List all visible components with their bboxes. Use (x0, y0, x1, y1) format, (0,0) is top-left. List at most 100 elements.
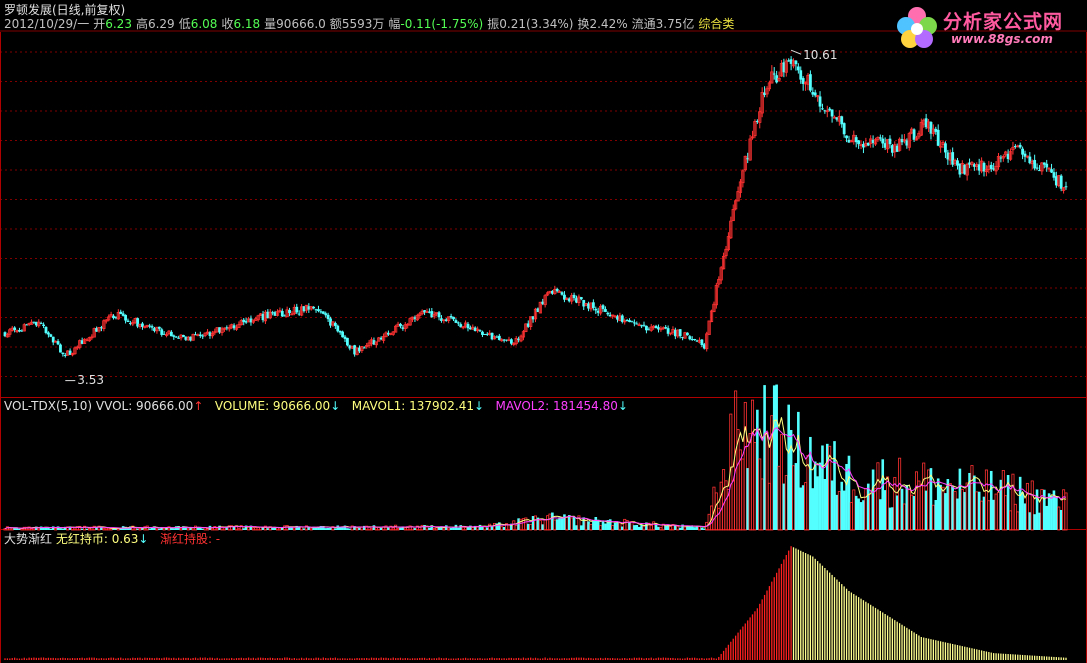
volume-bar-up (948, 483, 952, 531)
volume-bar-up (922, 462, 926, 531)
candle-body-up (649, 326, 653, 331)
vol-indicator-name: VOL-TDX(5,10) (4, 399, 93, 413)
quote-bar: 2012/10/29/一 开6.23 高6.29 低6.08 收6.18 量90666.0… (4, 17, 734, 31)
candle-body-down (1042, 162, 1046, 165)
volume-bar-down (196, 526, 200, 530)
candle-body-up (1001, 156, 1005, 159)
candle-body-up (8, 329, 12, 335)
volume-bar-down (423, 525, 426, 530)
candle-body-up (668, 332, 673, 335)
candle-body-up (623, 320, 627, 323)
volume-bar-up (751, 399, 755, 531)
volume-bar-up (618, 522, 622, 531)
volume-bar-down (608, 519, 612, 530)
candle-body-up (521, 331, 526, 338)
candle-body-down (437, 312, 441, 318)
candle-body-down (283, 315, 287, 317)
volume-bar-up (514, 524, 518, 531)
volume-bar-down (862, 500, 865, 530)
volume-bar-down (170, 527, 173, 530)
volume-bar-down (1033, 514, 1036, 530)
volume-bar-up (215, 527, 219, 531)
candle-body-up (268, 311, 272, 319)
candle-body-down (128, 322, 132, 324)
volume-bar-down (478, 524, 482, 530)
candle-body-down (686, 332, 689, 336)
candle-body-down (324, 313, 328, 316)
volume-bar-down (343, 525, 347, 530)
candle-body-down (604, 309, 607, 312)
volume-bar-down (635, 524, 639, 530)
volume-bar-up (1001, 470, 1005, 531)
volume-bar-up (898, 457, 902, 531)
candle-body-up (919, 121, 923, 136)
candle-body-up (767, 82, 772, 90)
volume-bar-down (18, 528, 21, 530)
candle-body-down (857, 140, 861, 145)
volume-bar-up (980, 500, 984, 531)
volume-bar-down (693, 527, 696, 530)
volume-bar-down (346, 528, 349, 530)
volume-bar-down (895, 495, 899, 530)
candle-body-down (596, 310, 600, 313)
candle-body-up (970, 162, 974, 165)
volume-bar-down (297, 526, 301, 530)
candle-body-down (601, 305, 605, 309)
candle-body-down (329, 318, 332, 326)
volume-bar-down (963, 492, 967, 530)
candle-body-down (242, 319, 246, 323)
volume-bar-up (731, 479, 735, 531)
candle-body-up (78, 340, 82, 348)
candle-body-down (172, 335, 176, 337)
amount-value: 5593万 (341, 17, 385, 31)
volume-bar-up (553, 519, 557, 531)
volume-bar-down (666, 524, 670, 530)
volume-bar-down (678, 527, 682, 530)
category-value: 综合类 (698, 17, 735, 31)
candle-body-down (297, 313, 301, 315)
candle-body-down (895, 145, 899, 152)
volume-bar-down (775, 384, 778, 530)
candle-body-down (702, 344, 706, 349)
candle-body-down (124, 314, 127, 321)
candle-body-down (68, 350, 72, 355)
volume-bar-up (753, 442, 757, 531)
candle-body-down (302, 306, 306, 312)
volume-bar-down (353, 526, 356, 530)
volume-bar-up (418, 526, 422, 531)
volume-bar-down (702, 528, 706, 530)
candle-body-down (854, 137, 858, 143)
candle-body-down (430, 311, 434, 318)
candle-body-up (420, 310, 424, 315)
arrow-down-icon: ↓ (138, 532, 149, 546)
candle-body-down (312, 306, 316, 309)
volume-bar-down (469, 525, 472, 530)
volume-bar-down (912, 495, 916, 530)
candle-body-down (194, 334, 197, 336)
candle-body-down (505, 339, 508, 341)
volume-bar-down (452, 526, 455, 530)
candle-body-down (121, 313, 125, 316)
volume-bar-down (580, 525, 583, 530)
volume-bar-up (886, 476, 890, 531)
candle-body-down (842, 123, 846, 135)
volume-bar-down (801, 485, 805, 530)
volume-bar-down (153, 526, 156, 530)
volume-bar-up (92, 525, 96, 531)
candle-body-down (141, 323, 144, 327)
candle-body-up (227, 327, 231, 330)
candle-body-down (900, 139, 904, 143)
candle-body-down (799, 70, 803, 80)
volume-bar-up (611, 525, 615, 531)
volume-bar-up (543, 519, 547, 531)
volume-bar-down (271, 527, 274, 530)
volume-bar-down (165, 527, 168, 530)
volume-bar-up (987, 500, 991, 531)
volume-bar-down (189, 528, 192, 530)
candle-body-up (107, 316, 111, 321)
volume-bar-up (304, 525, 308, 531)
volume-bar-down (763, 385, 766, 530)
candle-body-up (741, 170, 745, 184)
volume-bar-up (652, 521, 656, 531)
volume-bar-up (138, 528, 142, 531)
